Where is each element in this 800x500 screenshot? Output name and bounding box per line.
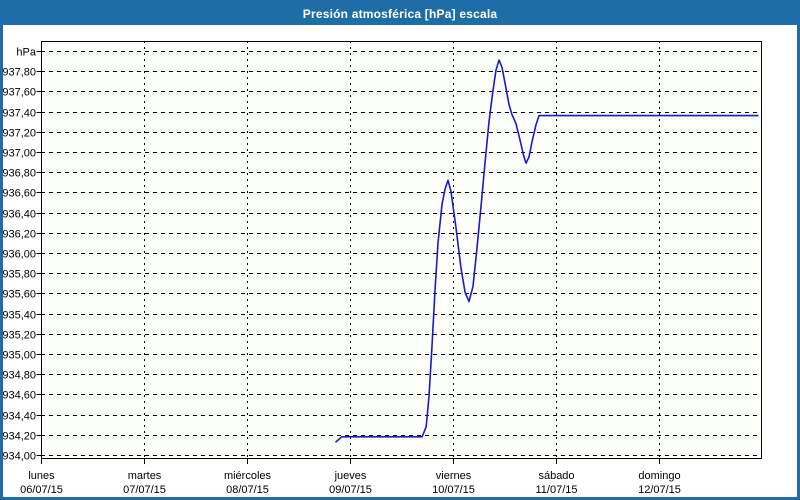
y-tick-label: 936,60 [3, 188, 36, 200]
pressure-line [335, 59, 759, 443]
x-date-label: 06/07/15 [20, 484, 63, 496]
y-tick-label: 935,60 [3, 289, 36, 301]
y-tick-label: 937,20 [3, 128, 36, 140]
x-date-label: 12/07/15 [638, 484, 681, 496]
y-tick-label: 934,20 [3, 431, 36, 443]
x-day-label: sábado [538, 470, 574, 482]
y-axis-unit-label: hPa [16, 47, 36, 59]
x-day-label: martes [128, 470, 162, 482]
plot-border [41, 41, 762, 459]
pressure-chart: hPa 937,80 937,60 937,40 937,20 937,00 936,80 9… [3, 41, 762, 496]
y-tick-label: 936,20 [3, 229, 36, 241]
y-tick-label: 935,20 [3, 330, 36, 342]
y-tick-label: 936,40 [3, 209, 36, 221]
chart-title: Presión atmosférica [hPa] escala [302, 7, 498, 21]
y-tick-label: 934,40 [3, 411, 36, 423]
x-day-label: miércoles [224, 470, 272, 482]
y-tick-label: 935,40 [3, 310, 36, 322]
y-tick-label: 934,80 [3, 370, 36, 382]
x-date-label: 09/07/15 [329, 484, 372, 496]
chart-canvas: hPa 937,80 937,60 937,40 937,20 937,00 936,80 9… [3, 25, 797, 497]
y-tick-label: 936,80 [3, 168, 36, 180]
y-tick-label: 937,80 [3, 67, 36, 79]
x-date-label: 11/07/15 [535, 484, 577, 496]
chart-title-bar: Presión atmosférica [hPa] escala [3, 3, 797, 25]
y-tick-label: 935,00 [3, 350, 36, 362]
x-day-label: domingo [638, 470, 680, 482]
x-day-label: lunes [28, 470, 55, 482]
x-date-label: 08/07/15 [226, 484, 269, 496]
y-tick-label: 934,00 [3, 451, 36, 463]
x-day-label: viernes [436, 470, 472, 482]
y-tick-label: 937,40 [3, 108, 36, 120]
y-tick-label: 935,80 [3, 269, 36, 281]
x-date-label: 07/07/15 [123, 484, 166, 496]
x-date-label: 10/07/15 [432, 484, 475, 496]
y-tick-label: 937,00 [3, 148, 36, 160]
y-tick-label: 934,60 [3, 390, 36, 402]
plot-background [41, 41, 762, 459]
x-day-label: jueves [334, 470, 367, 482]
y-tick-label: 936,00 [3, 249, 36, 261]
y-tick-label: 937,60 [3, 87, 36, 99]
